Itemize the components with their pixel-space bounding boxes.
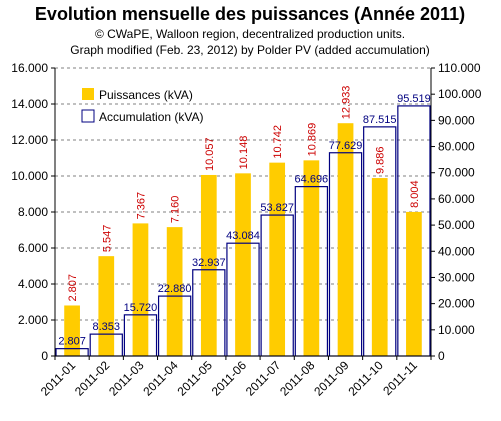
- right-tick-label: 60.000: [438, 192, 475, 206]
- accumulation-value-label: 43.084: [226, 230, 260, 242]
- puissances-value-label: 2.807: [67, 274, 79, 302]
- puissances-bar: [406, 211, 422, 356]
- puissances-value-label: 7.160: [170, 196, 182, 224]
- left-tick-label: 12.000: [11, 133, 48, 147]
- legend-swatch-puissances: [82, 88, 94, 100]
- x-tick-label: 2011-09: [311, 358, 352, 399]
- puissances-bar: [303, 160, 320, 356]
- x-tick-label: 2011-08: [277, 358, 318, 399]
- puissances-bar: [371, 178, 388, 356]
- chart-title: Evolution mensuelle des puissances (Anné…: [35, 4, 465, 24]
- right-axis-ticks: 0 10.000 20.000 30.000 40.000 50.000 60.000 70.…: [431, 61, 482, 363]
- x-tick-label: 2011-11: [380, 358, 420, 398]
- left-tick-label: 6.000: [18, 241, 48, 255]
- puissances-bar: [200, 174, 217, 356]
- puissances-bar: [269, 162, 286, 356]
- right-tick-label: 110.000: [438, 61, 481, 75]
- puissances-bar: [64, 305, 80, 356]
- puissances-data-labels: 2.807 5.547 7.367 7.160 10.057 10.148 10.742 10…: [67, 86, 421, 302]
- right-tick-label: 10.000: [438, 323, 475, 337]
- left-tick-label: 8.000: [18, 205, 48, 219]
- right-tick-label: 100.000: [438, 87, 482, 101]
- x-tick-label: 2011-05: [175, 358, 216, 399]
- legend-label-accumulation: Accumulation (kVA): [99, 110, 203, 124]
- puissances-bar: [235, 173, 251, 356]
- legend: Puissances (kVA) Accumulation (kVA): [81, 88, 203, 124]
- accumulation-value-label: 15.720: [124, 302, 158, 314]
- puissances-value-label: 5.547: [101, 225, 113, 253]
- accumulation-value-label: 64.696: [295, 174, 329, 186]
- left-tick-label: 0: [41, 349, 48, 363]
- puissances-value-label: 12.933: [341, 86, 353, 120]
- left-tick-label: 4.000: [18, 277, 48, 291]
- chart-subtitle-line-1: © CWaPE, Walloon region, decentralized p…: [95, 27, 405, 41]
- legend-swatch-accumulation: [81, 109, 95, 123]
- puissances-bar: [132, 223, 149, 356]
- legend-label-puissances: Puissances (kVA): [99, 88, 193, 102]
- puissances-bars: [64, 123, 422, 357]
- axes-frame: [54, 68, 432, 357]
- x-tick-label: 2011-02: [72, 358, 113, 399]
- puissances-value-label: 7.367: [135, 192, 147, 220]
- accumulation-value-label: 2.807: [58, 336, 86, 348]
- accumulation-value-label: 77.629: [329, 140, 363, 152]
- accumulation-value-label: 87.515: [363, 114, 397, 126]
- x-tick-label: 2011-10: [345, 358, 386, 399]
- puissances-bar: [98, 256, 115, 356]
- x-tick-label: 2011-07: [243, 358, 284, 399]
- puissances-value-label: 10.057: [204, 137, 216, 171]
- left-tick-label: 10.000: [11, 169, 48, 183]
- left-tick-label: 2.000: [18, 313, 48, 327]
- puissances-value-label: 10.742: [272, 125, 284, 159]
- right-tick-label: 70.000: [438, 166, 475, 180]
- chart-subtitle-line-2: Graph modified (Feb. 23, 2012) by Polder…: [70, 43, 430, 57]
- right-tick-label: 20.000: [438, 297, 475, 311]
- puissances-value-label: 10.869: [306, 123, 318, 157]
- right-tick-label: 50.000: [438, 218, 475, 232]
- accumulation-value-label: 95.519: [397, 93, 431, 105]
- right-tick-label: 30.000: [438, 270, 475, 284]
- x-axis-ticks: 2011-012011-022011-032011-042011-052011-…: [38, 356, 432, 399]
- puissances-value-label: 8.004: [409, 180, 421, 208]
- left-axis-ticks: 0 2.000 4.000 6.000 8.000 10.000 12.000 14.000 1…: [11, 61, 55, 363]
- right-tick-label: 80.000: [438, 140, 475, 154]
- puissances-bar: [166, 227, 183, 356]
- puissances-bar: [337, 123, 354, 357]
- x-tick-label: 2011-01: [38, 358, 79, 399]
- right-tick-label: 0: [438, 349, 445, 363]
- x-tick-label: 2011-04: [140, 358, 181, 399]
- accumulation-value-label: 32.937: [192, 257, 226, 269]
- x-tick-label: 2011-06: [209, 358, 250, 399]
- accumulation-value-label: 8.353: [93, 321, 121, 333]
- right-tick-label: 90.000: [438, 113, 475, 127]
- left-tick-label: 16.000: [11, 61, 48, 75]
- accumulation-value-label: 22.880: [158, 283, 192, 295]
- puissances-value-label: 9.886: [375, 147, 387, 175]
- x-tick-label: 2011-03: [106, 358, 147, 399]
- left-tick-label: 14.000: [11, 97, 48, 111]
- puissances-value-label: 10.148: [238, 136, 250, 170]
- accumulation-value-label: 53.827: [260, 202, 294, 214]
- right-tick-label: 40.000: [438, 244, 475, 258]
